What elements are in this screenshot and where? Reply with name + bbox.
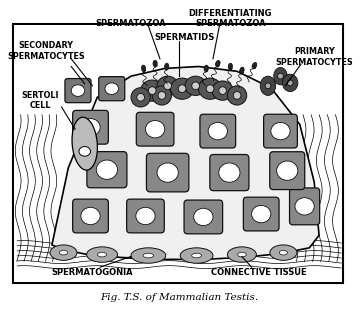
Ellipse shape: [279, 250, 287, 255]
Ellipse shape: [153, 60, 157, 67]
Ellipse shape: [228, 86, 247, 105]
Ellipse shape: [157, 76, 178, 95]
Ellipse shape: [274, 68, 287, 85]
FancyBboxPatch shape: [147, 153, 189, 192]
FancyBboxPatch shape: [264, 114, 297, 148]
Ellipse shape: [178, 85, 186, 93]
Ellipse shape: [136, 207, 155, 225]
Ellipse shape: [198, 78, 222, 99]
Ellipse shape: [192, 253, 202, 258]
Text: SERTOLI
CELL: SERTOLI CELL: [22, 90, 59, 110]
Ellipse shape: [131, 248, 166, 263]
Text: SPERMATOGONIA: SPERMATOGONIA: [51, 268, 133, 277]
Ellipse shape: [295, 198, 314, 215]
Ellipse shape: [208, 122, 228, 140]
Ellipse shape: [72, 117, 98, 170]
Ellipse shape: [233, 92, 241, 99]
Ellipse shape: [206, 85, 214, 93]
Ellipse shape: [79, 147, 90, 156]
Ellipse shape: [81, 207, 100, 225]
Ellipse shape: [98, 252, 107, 257]
Text: DIFFERENTIATING
SPERMATOZOA: DIFFERENTIATING SPERMATOZOA: [189, 9, 272, 28]
Ellipse shape: [204, 65, 208, 72]
Ellipse shape: [96, 160, 117, 179]
Ellipse shape: [219, 163, 240, 182]
Ellipse shape: [265, 83, 271, 89]
Ellipse shape: [59, 250, 68, 255]
FancyBboxPatch shape: [136, 112, 174, 146]
Ellipse shape: [145, 120, 165, 138]
Ellipse shape: [228, 63, 233, 70]
FancyBboxPatch shape: [270, 152, 305, 190]
FancyBboxPatch shape: [184, 200, 222, 234]
FancyBboxPatch shape: [73, 110, 108, 144]
Ellipse shape: [164, 82, 171, 90]
Ellipse shape: [71, 85, 85, 96]
Bar: [13, 24, 343, 283]
Ellipse shape: [141, 65, 146, 72]
Ellipse shape: [216, 60, 220, 67]
Ellipse shape: [252, 205, 271, 223]
Polygon shape: [52, 67, 319, 259]
Ellipse shape: [192, 82, 199, 90]
FancyBboxPatch shape: [65, 78, 91, 103]
Ellipse shape: [152, 86, 171, 105]
Ellipse shape: [81, 119, 100, 136]
Text: SPERMATIDS: SPERMATIDS: [154, 33, 214, 42]
Ellipse shape: [105, 83, 118, 94]
Ellipse shape: [180, 248, 213, 263]
Ellipse shape: [270, 245, 297, 260]
Ellipse shape: [276, 161, 298, 180]
FancyBboxPatch shape: [99, 77, 125, 101]
Ellipse shape: [287, 80, 293, 86]
Ellipse shape: [278, 73, 283, 79]
Ellipse shape: [194, 208, 213, 226]
Text: SECONDARY
SPERMATOCYTES: SECONDARY SPERMATOCYTES: [7, 41, 85, 61]
FancyBboxPatch shape: [73, 199, 108, 233]
Text: SPERMATOZOA: SPERMATOZOA: [96, 19, 166, 27]
Ellipse shape: [271, 122, 290, 140]
Ellipse shape: [165, 63, 169, 70]
Ellipse shape: [143, 253, 154, 258]
Ellipse shape: [87, 247, 117, 262]
Ellipse shape: [137, 94, 144, 101]
Ellipse shape: [240, 67, 244, 74]
FancyBboxPatch shape: [210, 154, 249, 191]
Ellipse shape: [141, 80, 164, 101]
Ellipse shape: [185, 76, 206, 95]
Ellipse shape: [260, 76, 276, 95]
Ellipse shape: [212, 81, 233, 100]
Text: Fig. T.S. of Mammalian Testis.: Fig. T.S. of Mammalian Testis.: [100, 294, 258, 302]
FancyBboxPatch shape: [243, 197, 279, 231]
Ellipse shape: [228, 247, 256, 262]
Ellipse shape: [148, 87, 156, 94]
Ellipse shape: [219, 87, 226, 94]
FancyBboxPatch shape: [87, 151, 127, 188]
Ellipse shape: [158, 92, 166, 99]
Ellipse shape: [171, 78, 194, 99]
Ellipse shape: [50, 245, 77, 260]
FancyBboxPatch shape: [200, 114, 236, 148]
Ellipse shape: [252, 62, 257, 69]
Ellipse shape: [238, 252, 246, 257]
Ellipse shape: [157, 163, 178, 182]
Text: CONNECTIVE TISSUE: CONNECTIVE TISSUE: [211, 268, 307, 277]
FancyBboxPatch shape: [127, 199, 164, 233]
Text: PRIMARY
SPERMATOCYTES: PRIMARY SPERMATOCYTES: [275, 47, 353, 67]
Ellipse shape: [283, 74, 298, 92]
Ellipse shape: [131, 88, 150, 107]
Bar: [14, 25, 342, 282]
FancyBboxPatch shape: [289, 188, 320, 225]
